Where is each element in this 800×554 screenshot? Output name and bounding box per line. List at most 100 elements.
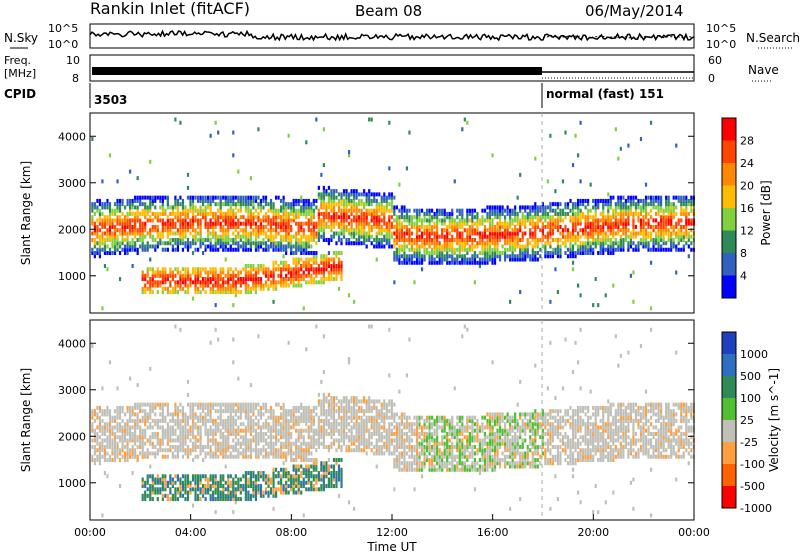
power-cell	[204, 215, 207, 220]
velocity-cell	[161, 431, 164, 436]
velocity-cell	[232, 454, 235, 459]
power-cell	[237, 280, 240, 285]
power-cell	[529, 215, 532, 220]
power-cell	[461, 231, 464, 236]
velocity-cell	[224, 425, 227, 430]
power-cell	[118, 241, 122, 246]
power-cell	[644, 215, 648, 220]
velocity-cell	[227, 441, 230, 446]
velocity-cell	[166, 435, 169, 440]
velocity-cell	[274, 493, 278, 498]
power-cell	[493, 241, 497, 246]
velocity-cell	[93, 451, 96, 456]
velocity-cell	[126, 444, 129, 449]
power-cell	[383, 244, 386, 249]
power-cell	[295, 267, 298, 272]
power-cell	[129, 198, 132, 203]
velocity-cell	[174, 324, 177, 329]
power-cell	[209, 277, 212, 282]
power-cell	[400, 205, 404, 210]
velocity-cell	[204, 477, 207, 482]
power-cell	[483, 224, 487, 229]
power-cell	[139, 237, 142, 242]
power-cell	[524, 247, 527, 252]
power-cell	[352, 215, 356, 220]
power-cell	[280, 224, 283, 229]
velocity-cell	[244, 480, 247, 485]
power-cell	[257, 241, 260, 246]
velocity-cell	[237, 376, 240, 381]
power-cell	[327, 192, 331, 197]
velocity-cell	[196, 405, 200, 410]
power-cell	[282, 215, 285, 220]
power-cell	[385, 198, 388, 203]
power-cell	[252, 218, 255, 223]
power-cell	[129, 218, 132, 223]
velocity-cell	[184, 477, 187, 482]
power-cell	[418, 234, 421, 239]
power-cell	[481, 257, 484, 262]
velocity-cell	[156, 431, 159, 436]
power-cell	[199, 211, 202, 216]
velocity-cell	[264, 418, 268, 423]
power-cell	[493, 260, 497, 265]
power-cell	[657, 244, 660, 249]
power-cell	[108, 202, 112, 207]
power-cell	[154, 270, 157, 275]
power-cell	[244, 221, 247, 226]
power-cell	[171, 247, 174, 252]
power-cell	[242, 231, 245, 236]
velocity-cell	[249, 431, 253, 436]
velocity-cell	[214, 444, 217, 449]
power-cell	[149, 277, 152, 282]
power-cell	[184, 241, 187, 246]
power-cell	[667, 247, 670, 252]
velocity-cell	[116, 412, 119, 417]
velocity-cell	[131, 405, 134, 410]
power-cell	[106, 244, 109, 249]
power-cell	[393, 205, 396, 210]
velocity-cell	[234, 500, 237, 505]
power-cell	[295, 241, 298, 246]
power-cell	[604, 241, 607, 246]
velocity-cell	[184, 428, 187, 433]
power-cell	[277, 280, 280, 285]
velocity-cell	[194, 402, 197, 407]
power-cell	[161, 195, 164, 200]
velocity-cell	[118, 422, 122, 427]
velocity-cell	[156, 474, 159, 479]
power-cell	[544, 251, 547, 255]
power-cell	[360, 215, 363, 220]
power-cell	[174, 231, 177, 236]
velocity-cell	[232, 448, 235, 453]
power-cell	[259, 267, 263, 272]
power-cell	[541, 234, 544, 239]
power-cell	[501, 224, 504, 229]
velocity-cell	[229, 405, 232, 410]
power-cell	[196, 277, 200, 282]
power-cell	[116, 218, 119, 223]
power-cell	[164, 221, 167, 226]
velocity-cell	[219, 405, 222, 410]
power-cell	[310, 211, 313, 216]
power-cell	[526, 254, 529, 259]
power-cell	[234, 221, 237, 226]
power-cell	[670, 215, 673, 220]
power-cell	[665, 247, 668, 252]
power-cell	[511, 211, 514, 216]
velocity-cell	[184, 438, 187, 443]
power-cell	[571, 254, 575, 259]
power-cell	[358, 228, 361, 233]
power-cell	[179, 211, 182, 216]
power-cell	[224, 228, 227, 233]
power-cell	[191, 215, 195, 220]
velocity-cell	[212, 418, 215, 423]
power-cell	[134, 198, 137, 203]
noise-right-tick-top: 10^5	[706, 22, 736, 35]
power-cell	[536, 257, 539, 262]
power-cell	[589, 234, 592, 239]
power-cell	[534, 251, 537, 255]
power-cell	[564, 251, 567, 255]
power-cell	[647, 247, 650, 252]
